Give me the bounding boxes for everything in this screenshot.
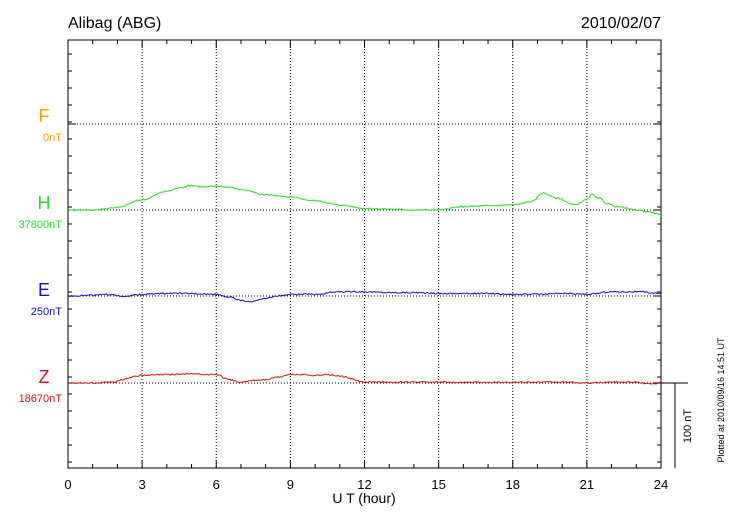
date-label: 2010/02/07 [581, 15, 661, 32]
plotted-at-label: Plotted at 2010/09/16 14:51 UT [716, 337, 726, 463]
scale-bar-label: 100 nT [682, 409, 694, 444]
x-tick-label: 21 [580, 477, 594, 492]
x-tick-label: 18 [506, 477, 520, 492]
x-tick-label: 6 [213, 477, 220, 492]
series-line-z [67, 372, 662, 385]
x-tick-label: 12 [357, 477, 371, 492]
series-line-h [67, 184, 662, 216]
channel-name-h: H [38, 193, 51, 213]
channel-name-z: Z [39, 367, 50, 387]
x-tick-label: 9 [287, 477, 294, 492]
channel-baseline-f: 0nT [43, 132, 62, 144]
channel-label-layer: F 0nT H 37800nT E 250nT Z 18670nT [19, 106, 63, 405]
x-axis-label: U T (hour) [332, 490, 395, 506]
channel-name-f: F [39, 106, 50, 126]
x-tick-label: 0 [64, 477, 71, 492]
channel-baseline-e: 250nT [31, 306, 62, 318]
x-tick-label: 15 [431, 477, 445, 492]
channel-baseline-h: 37800nT [19, 219, 63, 231]
channel-baseline-z: 18670nT [19, 393, 63, 405]
series-layer [67, 184, 662, 385]
tick-layer: 0 3 6 9 12 15 18 21 24 [64, 40, 668, 492]
scale-bar: 100 nT [661, 382, 694, 468]
channel-name-e: E [38, 280, 50, 300]
station-title: Alibag (ABG) [68, 15, 161, 32]
x-tick-label: 24 [654, 477, 668, 492]
x-tick-label: 3 [139, 477, 146, 492]
series-line-e [67, 290, 661, 303]
